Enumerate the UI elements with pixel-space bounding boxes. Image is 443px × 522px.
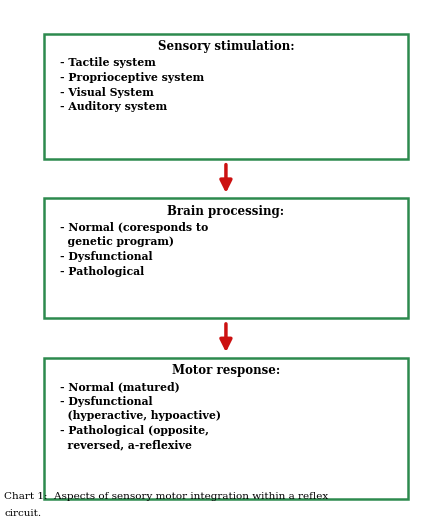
Text: genetic program): genetic program) xyxy=(60,236,174,247)
Bar xyxy=(44,198,408,318)
Text: - Pathological: - Pathological xyxy=(60,266,144,277)
Text: Sensory stimulation:: Sensory stimulation: xyxy=(158,40,294,53)
Text: - Auditory system: - Auditory system xyxy=(60,101,167,112)
Text: Brain processing:: Brain processing: xyxy=(167,205,284,218)
Text: - Dysfunctional: - Dysfunctional xyxy=(60,251,152,262)
Text: reversed, a-reflexive: reversed, a-reflexive xyxy=(60,440,192,450)
Text: - Visual System: - Visual System xyxy=(60,87,154,98)
Bar xyxy=(44,358,408,499)
Text: - Normal (coresponds to: - Normal (coresponds to xyxy=(60,222,208,233)
Text: - Tactile system: - Tactile system xyxy=(60,57,155,68)
Text: (hyperactive, hypoactive): (hyperactive, hypoactive) xyxy=(60,410,221,421)
Text: - Dysfunctional: - Dysfunctional xyxy=(60,396,152,407)
Text: Motor response:: Motor response: xyxy=(172,364,280,377)
Text: - Pathological (opposite,: - Pathological (opposite, xyxy=(60,425,209,436)
Text: - Normal (matured): - Normal (matured) xyxy=(60,381,179,392)
Text: - Proprioceptive system: - Proprioceptive system xyxy=(60,72,204,83)
Text: Chart 1:  Aspects of sensory motor integration within a reflex: Chart 1: Aspects of sensory motor integr… xyxy=(4,492,329,501)
Bar xyxy=(44,34,408,159)
Text: circuit.: circuit. xyxy=(4,509,42,518)
